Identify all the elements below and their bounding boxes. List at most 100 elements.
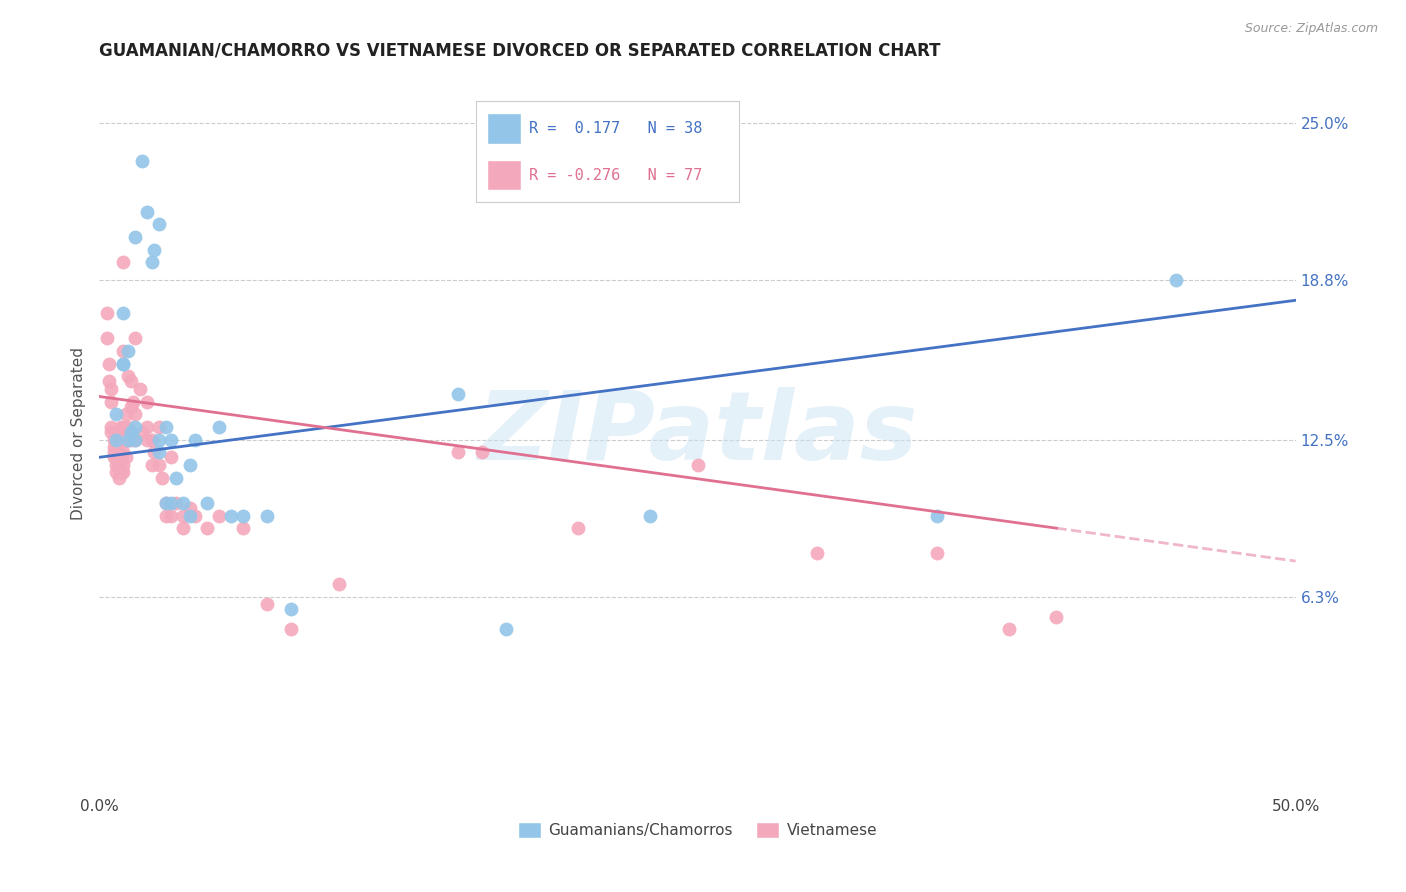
Point [148, 458, 170, 472]
Point [232, 521, 254, 535]
Point [112, 458, 135, 472]
Text: Source: ZipAtlas.com: Source: ZipAtlas.com [1244, 22, 1378, 36]
Point [1045, 609, 1067, 624]
Point [107, 470, 129, 484]
Point [280, 623, 302, 637]
Point [112, 445, 135, 459]
Point [114, 433, 136, 447]
Point [925, 508, 948, 523]
Point [195, 521, 218, 535]
Point [148, 420, 170, 434]
Point [110, 466, 132, 480]
Point [208, 508, 231, 523]
Point [107, 458, 129, 472]
Point [150, 470, 173, 484]
Point [160, 508, 183, 523]
Point [98, 374, 121, 388]
Point [112, 306, 135, 320]
Point [179, 458, 201, 472]
Point [686, 458, 709, 472]
Point [120, 400, 142, 414]
Point [179, 508, 201, 523]
Point [103, 450, 125, 465]
Point [131, 154, 153, 169]
Point [638, 508, 661, 523]
Point [208, 420, 231, 434]
Point [471, 445, 494, 459]
Point [124, 230, 146, 244]
Point [256, 597, 278, 611]
Point [148, 218, 170, 232]
Point [100, 382, 122, 396]
Point [447, 387, 470, 401]
Point [105, 433, 128, 447]
Point [112, 466, 135, 480]
Point [110, 433, 132, 447]
Point [141, 458, 163, 472]
Point [117, 343, 139, 358]
Point [112, 255, 135, 269]
Point [105, 450, 128, 465]
Point [232, 508, 254, 523]
Point [100, 420, 122, 434]
Point [117, 433, 139, 447]
Point [112, 357, 135, 371]
Point [100, 425, 122, 439]
Point [148, 433, 170, 447]
Point [136, 433, 159, 447]
Point [120, 425, 142, 439]
Point [136, 394, 159, 409]
Point [112, 343, 135, 358]
Point [114, 407, 136, 421]
Point [136, 204, 159, 219]
Point [256, 508, 278, 523]
Point [143, 445, 166, 459]
Point [124, 331, 146, 345]
Point [105, 433, 128, 447]
Point [120, 374, 142, 388]
Point [103, 445, 125, 459]
Point [136, 420, 159, 434]
Point [124, 433, 146, 447]
Point [141, 433, 163, 447]
Point [280, 602, 302, 616]
Point [165, 496, 187, 510]
Legend: Guamanians/Chamorros, Vietnamese: Guamanians/Chamorros, Vietnamese [512, 816, 883, 844]
Point [172, 496, 194, 510]
Point [160, 450, 183, 465]
Point [129, 382, 152, 396]
Point [155, 496, 177, 510]
Point [117, 433, 139, 447]
Point [172, 521, 194, 535]
Point [567, 521, 589, 535]
Point [110, 450, 132, 465]
Point [179, 500, 201, 515]
Point [120, 433, 142, 447]
Point [155, 508, 177, 523]
Point [112, 420, 135, 434]
Point [997, 623, 1019, 637]
Point [107, 433, 129, 447]
Point [155, 420, 177, 434]
Point [1164, 273, 1187, 287]
Point [112, 357, 135, 371]
Point [107, 445, 129, 459]
Point [195, 496, 218, 510]
Point [105, 407, 128, 421]
Point [495, 623, 517, 637]
Point [122, 394, 145, 409]
Point [165, 470, 187, 484]
Point [117, 369, 139, 384]
Point [96, 331, 118, 345]
Text: ZIPatlas: ZIPatlas [477, 387, 918, 480]
Text: GUAMANIAN/CHAMORRO VS VIETNAMESE DIVORCED OR SEPARATED CORRELATION CHART: GUAMANIAN/CHAMORRO VS VIETNAMESE DIVORCE… [100, 42, 941, 60]
Point [219, 508, 242, 523]
Point [806, 546, 828, 560]
Point [172, 508, 194, 523]
Point [103, 433, 125, 447]
Point [98, 357, 121, 371]
Point [105, 466, 128, 480]
Point [184, 433, 207, 447]
Point [160, 433, 183, 447]
Point [131, 425, 153, 439]
